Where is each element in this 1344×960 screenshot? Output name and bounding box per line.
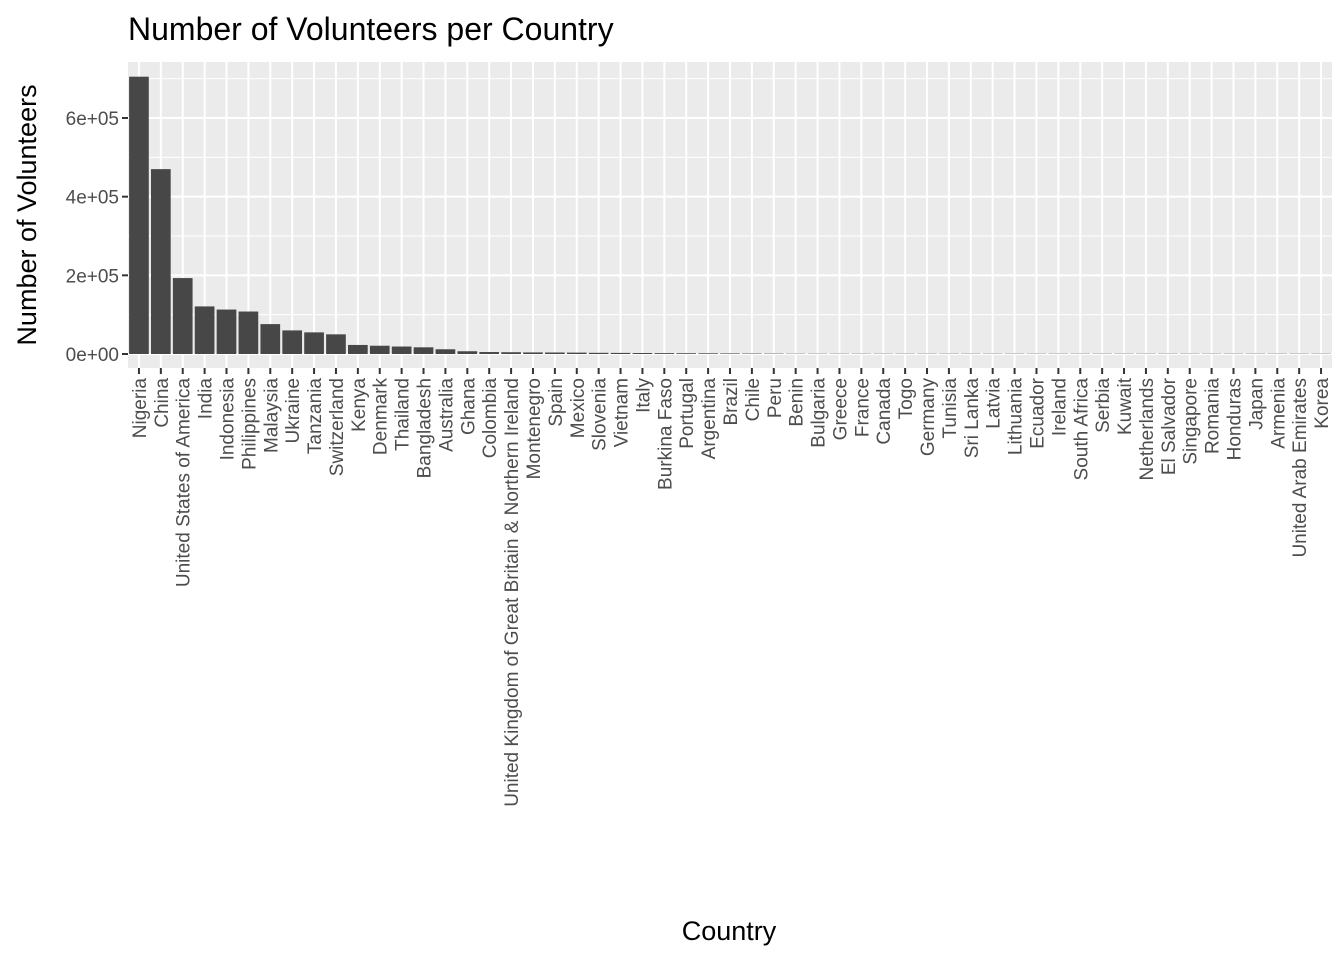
x-tick-label: Slovenia: [590, 378, 611, 451]
x-tick-label: United States of America: [174, 378, 195, 588]
bar: [369, 345, 390, 354]
bar: [610, 352, 631, 354]
x-tick-label: South Africa: [1071, 378, 1092, 481]
x-tick-label: Sri Lanka: [962, 378, 983, 459]
bar: [326, 334, 346, 354]
bar: [588, 352, 609, 354]
y-tick-label: 2e+05: [66, 266, 119, 287]
bar: [566, 352, 587, 354]
y-axis: 0e+00 2e+05 4e+05 6e+05: [66, 109, 128, 366]
x-tick-label: Argentina: [699, 378, 720, 460]
x-tick-label: Italy: [633, 378, 654, 413]
x-tick-label: Ukraine: [283, 378, 304, 443]
x-axis: Nigeria China United States of America Indi…: [130, 368, 1333, 807]
x-tick-label: Portugal: [677, 378, 698, 449]
bar: [216, 309, 237, 354]
bar: [435, 349, 456, 354]
x-tick-label: Benin: [787, 378, 808, 427]
bar: [260, 324, 281, 354]
x-tick-label: Singapore: [1181, 378, 1202, 465]
x-tick-label: Korea: [1312, 378, 1333, 429]
x-tick-label: Colombia: [480, 378, 501, 459]
x-tick-label: Greece: [830, 378, 851, 440]
x-tick-label: India: [196, 378, 217, 420]
bar: [172, 278, 193, 354]
x-tick-label: Latvia: [984, 378, 1005, 429]
x-tick-label: Thailand: [393, 378, 414, 451]
x-tick-label: Netherlands: [1137, 378, 1158, 480]
bar: [282, 330, 303, 354]
x-tick-label: Malaysia: [261, 378, 282, 453]
x-tick-label: Germany: [918, 378, 939, 457]
bar: [238, 311, 259, 354]
x-tick-label: Serbia: [1093, 378, 1114, 433]
bar: [676, 353, 697, 354]
y-tick-label: 0e+00: [66, 345, 119, 366]
x-tick-label: Armenia: [1268, 378, 1289, 449]
x-tick-label: Ireland: [1049, 378, 1070, 436]
bar: [654, 353, 675, 354]
x-tick-label: Lithuania: [1006, 378, 1027, 456]
x-tick-label: Switzerland: [327, 378, 348, 476]
x-axis-title: Country: [682, 916, 777, 946]
x-tick-label: Togo: [896, 378, 917, 419]
x-tick-label: Japan: [1246, 378, 1267, 430]
x-tick-label: Philippines: [239, 378, 260, 470]
x-tick-label: Australia: [436, 378, 457, 452]
x-tick-label: Honduras: [1224, 378, 1245, 460]
y-tick-label: 6e+05: [66, 109, 119, 130]
x-tick-label: Kuwait: [1115, 377, 1136, 435]
x-tick-label: Denmark: [371, 378, 392, 456]
x-tick-label: Mexico: [568, 378, 589, 438]
x-tick-label: Chile: [743, 378, 764, 421]
x-tick-label: Canada: [874, 378, 895, 445]
x-tick-label: Romania: [1203, 378, 1224, 454]
x-tick-label: France: [852, 378, 873, 437]
x-tick-label: El Salvador: [1159, 377, 1180, 475]
x-tick-label: United Kingdom of Great Britain & Northe…: [502, 378, 523, 807]
x-tick-label: Brazil: [721, 378, 742, 426]
bars: [129, 76, 1331, 354]
x-tick-label: Nigeria: [130, 378, 151, 439]
x-tick-label: China: [152, 378, 173, 428]
x-tick-label: Kenya: [349, 378, 370, 432]
x-tick-label: Tunisia: [940, 378, 961, 439]
chart-title: Number of Volunteers per Country: [128, 11, 614, 47]
bar: [545, 352, 565, 354]
bar: [129, 76, 149, 354]
x-tick-label: Bulgaria: [809, 378, 830, 448]
x-tick-label: Burkina Faso: [655, 378, 676, 490]
bar: [632, 353, 653, 354]
bar: [304, 332, 324, 354]
x-tick-label: Spain: [546, 378, 567, 427]
bar: [501, 352, 521, 354]
bar: [698, 353, 718, 354]
x-tick-label: Montenegro: [524, 378, 545, 479]
x-tick-label: Peru: [765, 378, 786, 418]
x-tick-label: Ecuador: [1027, 377, 1048, 448]
bar: [457, 351, 478, 354]
bar: [348, 344, 368, 354]
x-tick-label: Ghana: [458, 378, 479, 435]
bar: [523, 352, 543, 354]
x-tick-label: Indonesia: [218, 378, 239, 461]
bar: [479, 352, 500, 354]
bar: [150, 169, 171, 354]
y-axis-title: Number of Volunteers: [12, 84, 42, 345]
bar: [194, 306, 215, 354]
x-tick-label: United Arab Emirates: [1290, 378, 1311, 558]
bar: [413, 347, 434, 354]
bar: [720, 353, 740, 354]
x-tick-label: Tanzania: [305, 378, 326, 454]
y-tick-label: 4e+05: [66, 188, 119, 209]
x-tick-label: Vietnam: [612, 378, 633, 447]
bar: [391, 346, 412, 354]
x-tick-label: Bangladesh: [415, 378, 436, 478]
